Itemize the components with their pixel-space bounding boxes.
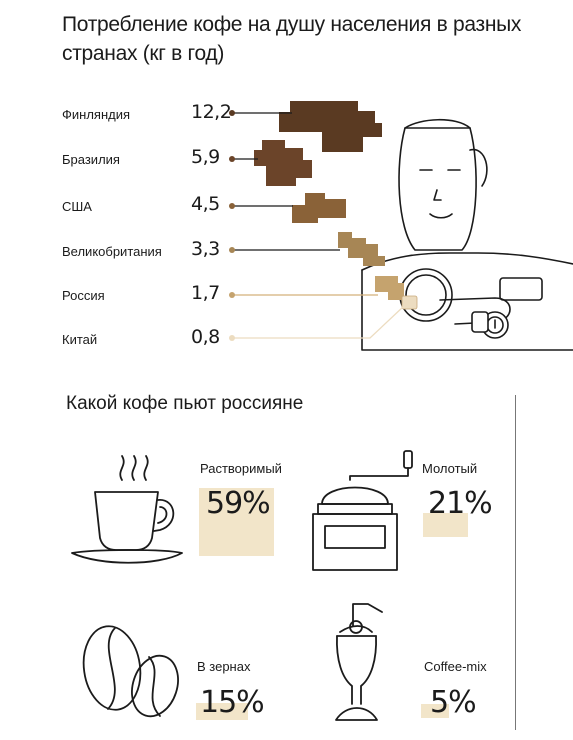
milkshake-glass-icon: [335, 603, 383, 721]
share-bar-beans: [196, 703, 248, 720]
percent-ground: 21%: [428, 486, 493, 521]
chart-title-line1: Потребление кофе на душу населения в раз…: [62, 13, 522, 36]
coffee-block-finland: [279, 101, 382, 152]
share-bar-instant: [199, 488, 274, 556]
section-title: Какой кофе пьют россияне: [66, 393, 304, 414]
value-label-uk: 3,3: [191, 238, 220, 260]
coffee-block-russia: [375, 276, 404, 300]
leader-line-china: [232, 305, 405, 339]
value-label-russia: 1,7: [191, 282, 220, 304]
share-bar-ground: [423, 513, 468, 537]
coffee-cup-icon: [71, 455, 183, 564]
vertical-divider: [515, 395, 516, 730]
percent-coffee-mix: 5%: [430, 685, 477, 720]
category-label-coffee-mix: Coffee-mix: [424, 659, 487, 674]
category-label-ground: Молотый: [422, 461, 478, 476]
marker-dot-brazil: [229, 156, 235, 162]
marker-dot-finland: [229, 110, 235, 116]
coffee-block-uk: [338, 232, 385, 266]
country-label-uk: Великобритания: [62, 244, 162, 259]
category-label-beans: В зернах: [197, 659, 251, 674]
coffee-beans-icon: [82, 625, 179, 718]
chart-title: Потребление кофе на душу населения в раз…: [62, 10, 552, 68]
coffee-block-china: [401, 295, 418, 310]
category-label-instant: Растворимый: [200, 461, 282, 476]
value-label-brazil: 5,9: [191, 146, 220, 168]
country-label-china: Китай: [62, 332, 98, 347]
coffee-block-brazil: [254, 140, 312, 186]
man-with-cup-illustration: [361, 118, 573, 351]
country-label-finland: Финляндия: [62, 107, 131, 122]
value-label-usa: 4,5: [191, 193, 220, 215]
percent-instant: 59%: [206, 486, 271, 521]
marker-dot-usa: [229, 203, 235, 209]
value-label-finland: 12,2: [191, 101, 232, 123]
value-label-china: 0,8: [191, 326, 220, 348]
marker-dot-russia: [229, 292, 235, 298]
coffee-block-usa: [292, 193, 346, 223]
marker-dot-uk: [229, 247, 235, 253]
marker-dot-china: [229, 335, 235, 341]
chart-title-line2: странах (кг в год): [62, 42, 225, 65]
percent-beans: 15%: [200, 685, 265, 720]
country-label-usa: США: [62, 199, 92, 214]
country-label-brazil: Бразилия: [62, 152, 120, 167]
country-label-russia: Россия: [62, 288, 105, 303]
coffee-grinder-icon: [312, 450, 413, 571]
share-bar-coffee-mix: [421, 704, 449, 718]
